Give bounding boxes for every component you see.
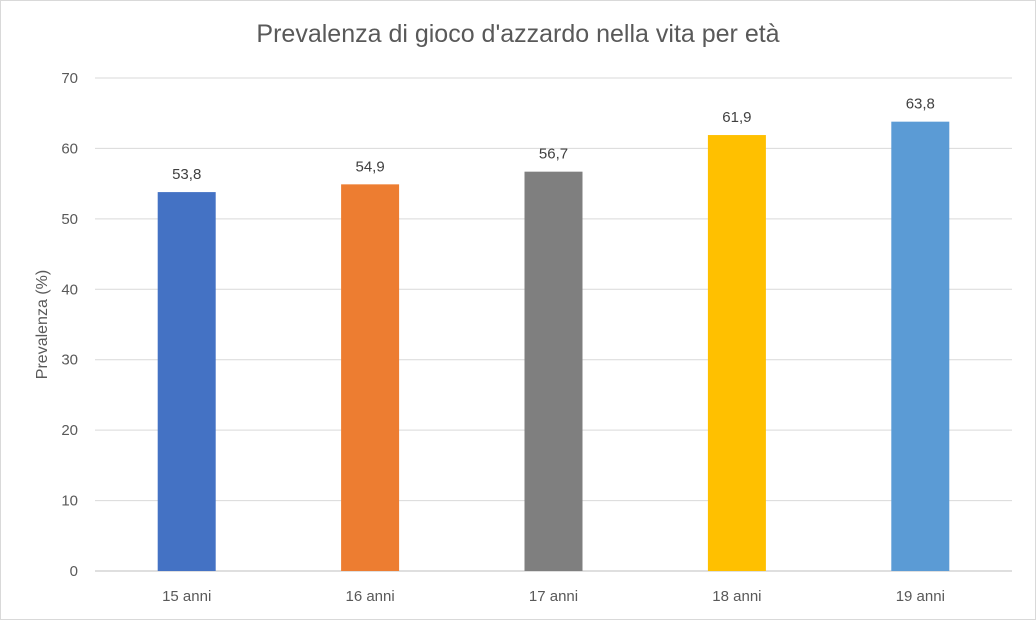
bar <box>524 171 583 572</box>
y-tick-label: 70 <box>61 70 78 87</box>
data-label: 61,9 <box>722 109 751 126</box>
chart-title: Prevalenza di gioco d'azzardo nella vita… <box>256 20 780 48</box>
data-label: 54,9 <box>355 158 384 175</box>
y-tick-label: 30 <box>61 352 78 369</box>
data-labels: 53,8 54,9 56,7 61,9 63,8 <box>172 96 935 183</box>
data-label: 63,8 <box>906 96 935 113</box>
y-axis-ticks: 0 10 20 30 40 50 60 70 <box>61 70 78 580</box>
x-axis-ticks: 15 anni 16 anni 17 anni 18 anni 19 anni <box>162 588 945 605</box>
x-tick-label: 16 anni <box>345 588 394 605</box>
x-tick-label: 18 anni <box>712 588 761 605</box>
data-label: 53,8 <box>172 166 201 183</box>
y-tick-label: 50 <box>61 211 78 228</box>
x-tick-label: 15 anni <box>162 588 211 605</box>
y-axis-label: Prevalenza (%) <box>34 270 51 379</box>
bar <box>341 184 400 571</box>
y-tick-label: 60 <box>61 140 78 157</box>
x-tick-label: 17 anni <box>529 588 578 605</box>
y-tick-label: 40 <box>61 281 78 298</box>
y-tick-label: 0 <box>70 563 78 580</box>
y-tick-label: 20 <box>61 422 78 439</box>
bar <box>707 135 766 571</box>
bar <box>157 192 216 571</box>
bar <box>891 121 950 571</box>
data-label: 56,7 <box>539 146 568 163</box>
bars <box>157 121 950 572</box>
y-tick-label: 10 <box>61 493 78 510</box>
x-tick-label: 19 anni <box>896 588 945 605</box>
